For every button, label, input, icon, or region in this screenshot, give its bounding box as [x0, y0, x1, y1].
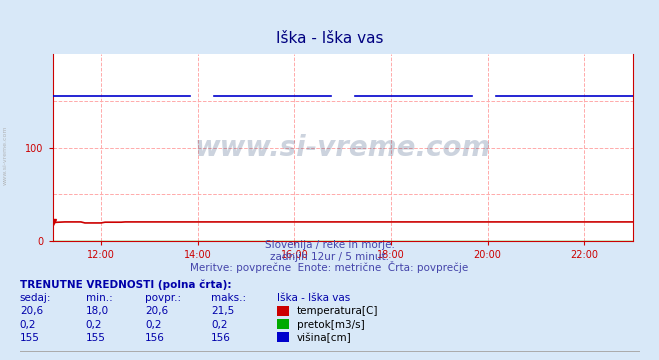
Text: višina[cm]: višina[cm]	[297, 333, 351, 343]
Text: 156: 156	[145, 333, 165, 343]
Text: 20,6: 20,6	[145, 306, 168, 316]
Text: temperatura[C]: temperatura[C]	[297, 306, 378, 316]
Text: 0,2: 0,2	[145, 320, 161, 330]
Text: 155: 155	[20, 333, 40, 343]
Text: 0,2: 0,2	[211, 320, 227, 330]
Text: 18,0: 18,0	[86, 306, 109, 316]
Text: sedaj:: sedaj:	[20, 293, 51, 303]
Text: www.si-vreme.com: www.si-vreme.com	[194, 134, 491, 162]
Text: 0,2: 0,2	[20, 320, 36, 330]
Text: pretok[m3/s]: pretok[m3/s]	[297, 320, 364, 330]
Text: Slovenija / reke in morje.: Slovenija / reke in morje.	[264, 240, 395, 251]
Text: povpr.:: povpr.:	[145, 293, 181, 303]
Text: TRENUTNE VREDNOSTI (polna črta):: TRENUTNE VREDNOSTI (polna črta):	[20, 279, 231, 290]
Text: Meritve: povprečne  Enote: metrične  Črta: povprečje: Meritve: povprečne Enote: metrične Črta:…	[190, 261, 469, 274]
Text: zadnjih 12ur / 5 minut.: zadnjih 12ur / 5 minut.	[270, 252, 389, 262]
Text: www.si-vreme.com: www.si-vreme.com	[3, 125, 8, 185]
Text: min.:: min.:	[86, 293, 113, 303]
Text: 0,2: 0,2	[86, 320, 102, 330]
Text: 156: 156	[211, 333, 231, 343]
Text: 21,5: 21,5	[211, 306, 234, 316]
Text: Iška - Iška vas: Iška - Iška vas	[275, 31, 384, 46]
Text: maks.:: maks.:	[211, 293, 246, 303]
Text: 20,6: 20,6	[20, 306, 43, 316]
Text: 155: 155	[86, 333, 105, 343]
Text: Iška - Iška vas: Iška - Iška vas	[277, 293, 350, 303]
